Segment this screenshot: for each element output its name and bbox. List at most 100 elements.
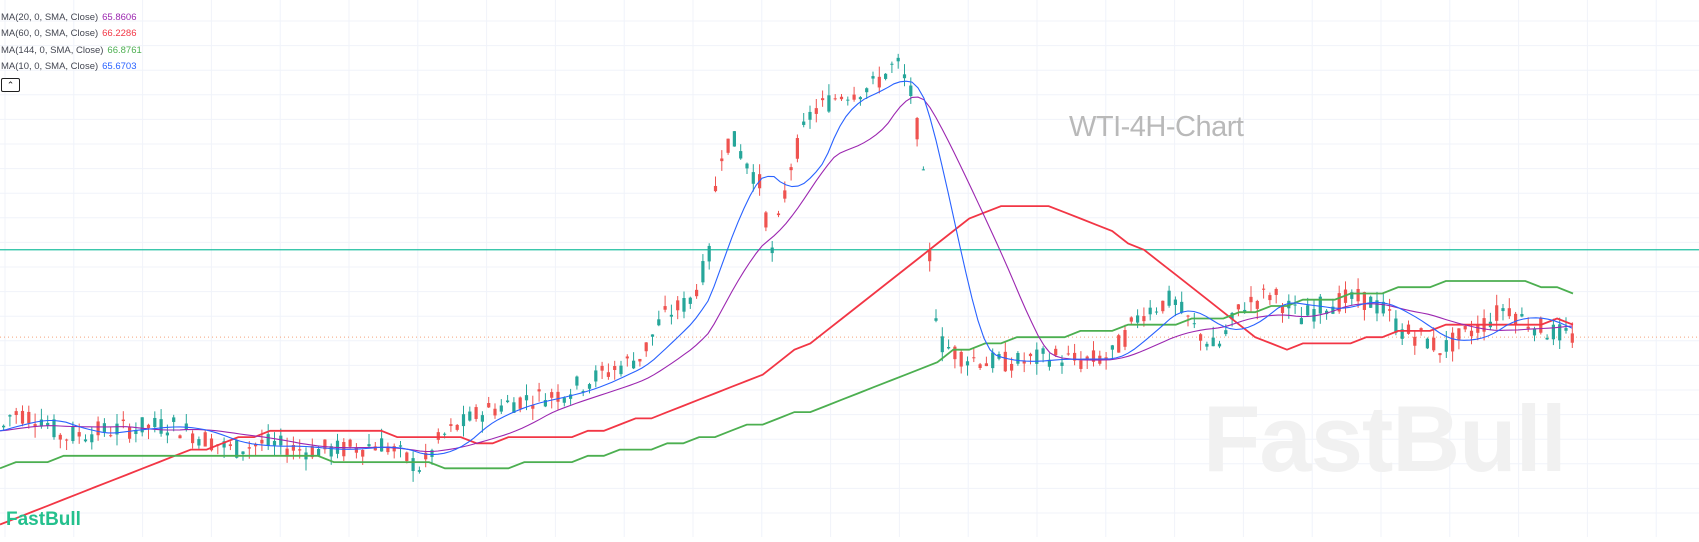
- candle-body[interactable]: [947, 347, 951, 349]
- candle-body[interactable]: [726, 138, 730, 153]
- candle-body[interactable]: [1564, 328, 1568, 331]
- candle-body[interactable]: [802, 121, 806, 125]
- candle-body[interactable]: [682, 297, 686, 312]
- candle-body[interactable]: [1199, 334, 1203, 341]
- candle-body[interactable]: [1299, 318, 1303, 325]
- candle-body[interactable]: [953, 346, 957, 360]
- candle-body[interactable]: [940, 336, 944, 353]
- candle-body[interactable]: [65, 439, 69, 441]
- candle-body[interactable]: [1192, 323, 1196, 325]
- candle-body[interactable]: [972, 357, 976, 359]
- candle-body[interactable]: [1444, 340, 1448, 352]
- candle-body[interactable]: [272, 440, 277, 446]
- candle-body[interactable]: [1091, 350, 1096, 362]
- candle-body[interactable]: [1041, 348, 1045, 354]
- candle-body[interactable]: [279, 435, 283, 446]
- candle-body[interactable]: [707, 245, 711, 262]
- candle-body[interactable]: [1545, 337, 1549, 340]
- candle-body[interactable]: [58, 434, 62, 440]
- candle-body[interactable]: [1406, 324, 1411, 334]
- candle-body[interactable]: [1463, 325, 1467, 330]
- candle-body[interactable]: [581, 391, 585, 393]
- candle-body[interactable]: [965, 361, 970, 366]
- candle-body[interactable]: [1262, 288, 1266, 290]
- legend-collapse-button[interactable]: ⌃: [1, 78, 20, 92]
- candle-body[interactable]: [789, 167, 793, 171]
- candle-body[interactable]: [1161, 300, 1165, 312]
- candle-body[interactable]: [1388, 309, 1392, 311]
- candle-body[interactable]: [1117, 335, 1121, 353]
- candle-body[interactable]: [392, 446, 396, 452]
- candle-body[interactable]: [1520, 314, 1524, 317]
- candle-body[interactable]: [20, 410, 25, 424]
- candle-body[interactable]: [1551, 324, 1555, 340]
- ma10-line[interactable]: [0, 80, 1573, 456]
- candle-body[interactable]: [1419, 328, 1423, 331]
- candle-body[interactable]: [146, 424, 151, 428]
- candle-body[interactable]: [556, 391, 560, 402]
- candle-body[interactable]: [191, 433, 195, 444]
- candle-body[interactable]: [348, 439, 352, 447]
- candle-body[interactable]: [984, 363, 988, 367]
- candle-body[interactable]: [1047, 359, 1051, 367]
- candle-body[interactable]: [499, 405, 503, 412]
- candle-body[interactable]: [14, 411, 18, 416]
- ma20-line[interactable]: [0, 96, 1573, 453]
- candle-body[interactable]: [1501, 308, 1505, 312]
- candle-body[interactable]: [1110, 345, 1114, 350]
- candle-body[interactable]: [71, 426, 75, 442]
- candle-body[interactable]: [178, 435, 182, 439]
- candle-body[interactable]: [436, 432, 440, 440]
- candle-body[interactable]: [1507, 308, 1511, 317]
- candle-body[interactable]: [688, 297, 692, 304]
- candle-body[interactable]: [443, 433, 447, 435]
- candle-body[interactable]: [1526, 326, 1530, 329]
- candle-body[interactable]: [1451, 332, 1455, 352]
- candle-body[interactable]: [1079, 360, 1083, 369]
- candle-body[interactable]: [713, 185, 718, 192]
- candle-body[interactable]: [367, 444, 371, 447]
- candle-body[interactable]: [480, 415, 484, 422]
- candle-body[interactable]: [1054, 348, 1058, 356]
- candle-body[interactable]: [134, 430, 138, 435]
- candle-body[interactable]: [380, 438, 384, 452]
- candle-body[interactable]: [197, 439, 201, 446]
- candle-body[interactable]: [1073, 352, 1077, 361]
- candle-body[interactable]: [1457, 328, 1461, 340]
- candle-body[interactable]: [562, 397, 566, 403]
- candle-body[interactable]: [1186, 315, 1190, 317]
- candle-body[interactable]: [833, 98, 837, 100]
- candle-body[interactable]: [915, 118, 919, 140]
- candle-body[interactable]: [235, 440, 239, 458]
- candle-body[interactable]: [33, 424, 37, 427]
- candle-body[interactable]: [405, 452, 409, 461]
- candle-body[interactable]: [1514, 313, 1518, 325]
- candle-body[interactable]: [109, 435, 113, 437]
- candle-body[interactable]: [1293, 304, 1297, 306]
- candle-body[interactable]: [902, 74, 907, 79]
- candle-body[interactable]: [317, 448, 321, 457]
- candle-body[interactable]: [222, 441, 226, 448]
- candle-body[interactable]: [386, 446, 390, 453]
- candle-body[interactable]: [991, 352, 995, 369]
- candle-body[interactable]: [1022, 361, 1026, 364]
- candle-body[interactable]: [978, 364, 982, 368]
- candle-body[interactable]: [1570, 333, 1574, 343]
- candle-body[interactable]: [373, 446, 377, 451]
- candle-body[interactable]: [644, 342, 648, 352]
- candle-body[interactable]: [1211, 337, 1215, 347]
- candle-body[interactable]: [310, 446, 314, 458]
- candle-body[interactable]: [27, 411, 31, 424]
- candle-body[interactable]: [1306, 305, 1310, 316]
- candle-body[interactable]: [1318, 296, 1322, 314]
- candle-body[interactable]: [739, 151, 743, 159]
- candle-body[interactable]: [676, 300, 680, 311]
- candle-body[interactable]: [1205, 343, 1209, 347]
- candle-body[interactable]: [1469, 330, 1474, 337]
- candle-body[interactable]: [1016, 352, 1020, 364]
- candle-body[interactable]: [865, 88, 869, 93]
- candle-body[interactable]: [884, 73, 888, 79]
- candle-body[interactable]: [1028, 353, 1033, 357]
- candle-body[interactable]: [209, 438, 214, 451]
